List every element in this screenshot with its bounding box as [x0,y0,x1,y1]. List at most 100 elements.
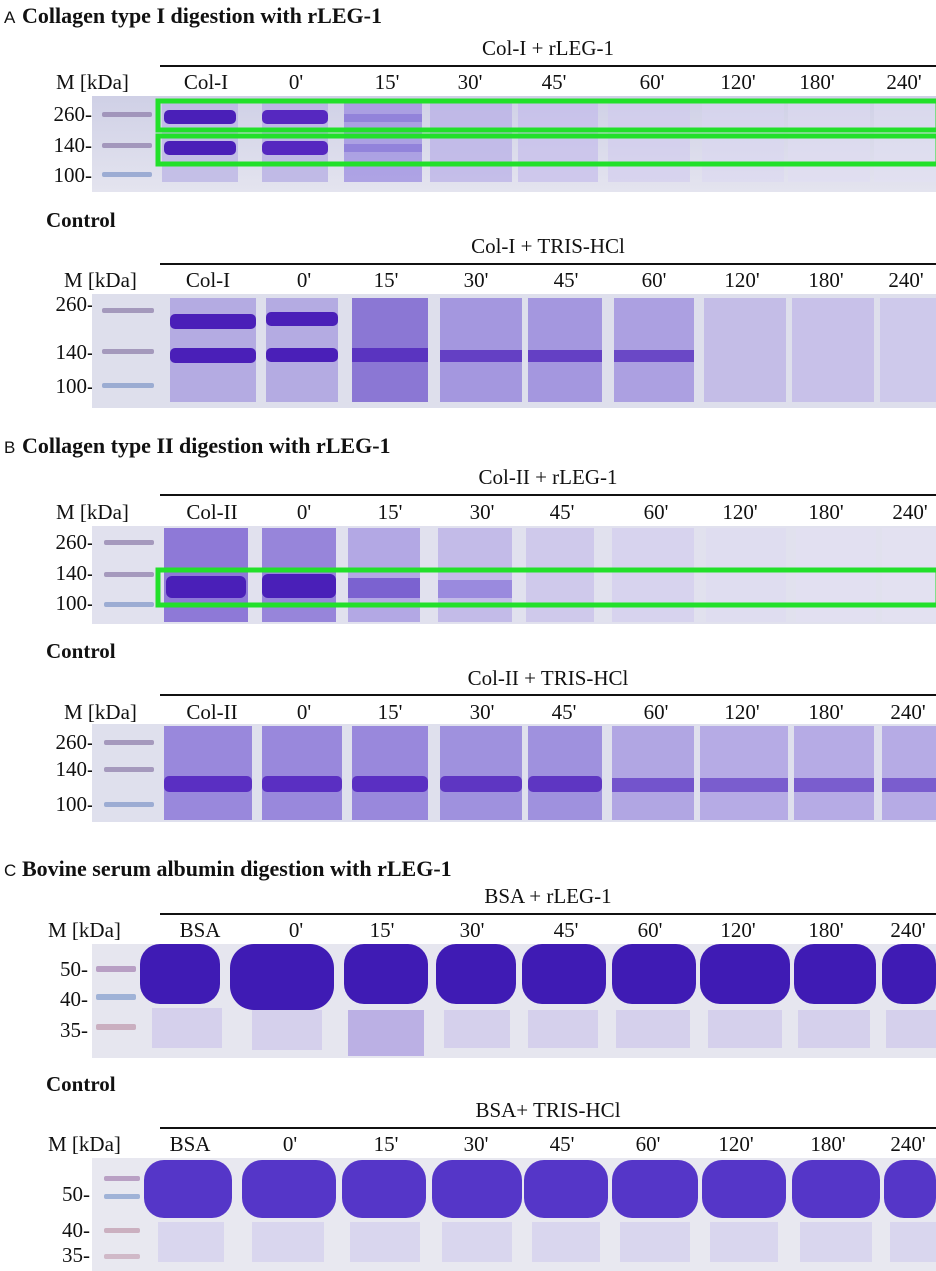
panel-a-gel1-marker-header: M [kDa] [56,70,129,94]
panel-b-gel2-lane-labels: Col-II 0' 15' 30' 45' 60' 120' 180' 240' [0,700,936,726]
lane-label: 180' [810,1132,846,1156]
panel-b-title: Collagen type II digestion with rLEG-1 [22,433,391,458]
lane-label: 240' [886,70,922,94]
ladder-label: 140- [55,757,95,781]
lane-label: 60' [637,918,663,942]
panel-a-title: Collagen type I digestion with rLEG-1 [22,3,382,28]
ladder-label: 260- [53,102,93,126]
lane-label: 60' [635,1132,661,1156]
panel-b-gel1-lane-labels: Col-II 0' 15' 30' 45' 60' 120' 180' 240' [0,500,936,526]
lane-label: 180' [808,700,844,724]
lane-label: Col-II [186,700,238,724]
lane-label: 180' [808,500,844,524]
lane-label: 120' [722,500,758,524]
lane-label: 30' [463,1132,489,1156]
panel-c-gel1-condition: BSA + rLEG-1 [484,884,612,908]
lane-label: 60' [639,70,665,94]
ladder-label: 40- [60,987,88,1011]
panel-b-gel2-marker-header: M [kDa] [64,700,137,724]
lane-label: 240' [888,268,924,292]
panel-c-gel2-image [92,1158,936,1271]
lane-label: 45' [541,70,567,94]
ladder-label: 35- [62,1243,90,1267]
lane-label: 45' [553,268,579,292]
panel-c-letter: C [4,861,17,880]
lane-label: 0' [296,700,312,724]
lane-label: 120' [724,700,760,724]
panel-c-gel2-marker-header: M [kDa] [48,1132,121,1156]
lane-label: 0' [288,70,304,94]
lane-label: 240' [890,700,926,724]
panel-b-gel1-marker-header: M [kDa] [56,500,129,524]
lane-label: 120' [724,268,760,292]
lane-label: 0' [288,918,304,942]
ladder-label: 100- [55,591,95,615]
lane-label: 15' [377,700,403,724]
lane-label: Col-I [185,268,231,292]
lane-label: 240' [890,1132,926,1156]
ladder-label: 140- [55,340,95,364]
panel-a-gel1-lane-labels: Col-I 0' 15' 30' 45' 60' 120' 180' 240' [0,70,936,96]
panel-c-gel1-image [92,944,936,1058]
ladder-label: 260- [55,730,95,754]
panel-a-letter: A [4,8,16,27]
lane-label: 120' [720,70,756,94]
panel-b-gel1-condition: Col-II + rLEG-1 [478,465,618,489]
panel-b-control-label: Control [46,639,116,663]
lane-label: 30' [457,70,483,94]
panel-a-gel1-image [92,96,936,192]
ladder-label: 140- [55,561,95,585]
lane-label: 15' [373,268,399,292]
lane-label: 60' [643,700,669,724]
panel-c-gel2-rule [160,1127,936,1129]
panel-a-gel2-rule [160,263,936,265]
panel-a-control-label: Control [46,208,116,232]
lane-label: 180' [808,268,844,292]
lane-label: Col-I [183,70,229,94]
ladder-label: 260- [55,292,95,316]
ladder-label: 50- [62,1182,90,1206]
lane-label: 0' [296,268,312,292]
lane-label: 30' [469,500,495,524]
ladder-label: 50- [60,957,88,981]
lane-label: 45' [553,918,579,942]
panel-c-gel2-lane-labels: BSA 0' 15' 30' 45' 60' 120' 180' 240' [0,1132,936,1158]
ladder-label: 100- [55,374,95,398]
lane-label: 30' [463,268,489,292]
ladder-label: 100- [53,163,93,187]
lane-label: 45' [549,1132,575,1156]
panel-c-gel1-lane-labels: BSA 0' 15' 30' 45' 60' 120' 180' 240' [0,918,936,944]
lane-label: 240' [890,918,926,942]
panel-a-gel2-marker-header: M [kDa] [64,268,137,292]
lane-label: 60' [641,268,667,292]
ladder-label: 140- [53,133,93,157]
lane-label: 30' [459,918,485,942]
lane-label: BSA [179,918,221,942]
panel-c-control-label: Control [46,1072,116,1096]
panel-a-gel2-image [92,294,936,408]
lane-label: 0' [282,1132,298,1156]
lane-label: 15' [369,918,395,942]
lane-label: 15' [373,1132,399,1156]
panel-a-gel2-lane-labels: Col-I 0' 15' 30' 45' 60' 120' 180' 240' [0,268,936,294]
lane-label: 60' [643,500,669,524]
panel-c-gel2-condition: BSA+ TRIS-HCl [475,1098,621,1122]
lane-label: 180' [808,918,844,942]
lane-label: 240' [892,500,928,524]
lane-label: 15' [374,70,400,94]
lane-label: 45' [549,500,575,524]
lane-label: 15' [377,500,403,524]
lane-label: 30' [469,700,495,724]
lane-label: BSA [169,1132,211,1156]
panel-b-gel2-condition: Col-II + TRIS-HCl [467,666,629,690]
panel-c-gel1-rule [160,913,936,915]
ladder-label: 35- [60,1018,88,1042]
panel-c-gel1-marker-header: M [kDa] [48,918,121,942]
panel-b-gel2-image [92,724,936,822]
ladder-label: 40- [62,1218,90,1242]
lane-label: 45' [551,700,577,724]
lane-label: 120' [720,918,756,942]
panel-b-gel1-image [92,526,936,624]
ladder-label: 260- [55,530,95,554]
lane-label: 120' [718,1132,754,1156]
